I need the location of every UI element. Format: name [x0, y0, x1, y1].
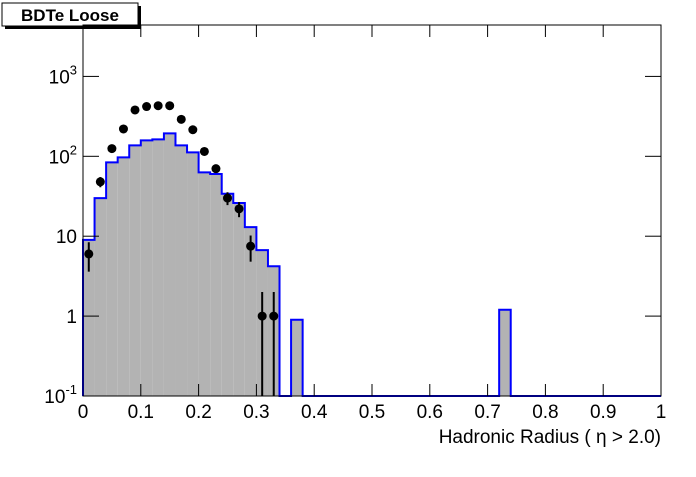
data-point: [165, 101, 175, 111]
y-tick-exponent: -1: [65, 382, 77, 397]
data-point: [199, 146, 209, 156]
histogram-bar: [210, 174, 222, 396]
histogram-bar: [106, 162, 118, 396]
data-point: [246, 241, 256, 251]
chart-title: BDTe Loose: [21, 6, 119, 25]
y-tick-label: 10: [56, 227, 77, 248]
data-point: [84, 249, 94, 259]
data-point: [188, 125, 198, 135]
histogram-bar: [163, 133, 176, 396]
data-point: [107, 144, 117, 154]
x-tick-label: 0.9: [590, 402, 616, 423]
y-tick-base: 10: [44, 387, 65, 408]
y-tick-label: 103: [49, 62, 77, 88]
histogram-bar: [83, 239, 95, 396]
data-point: [153, 101, 163, 111]
histogram-bar: [175, 145, 188, 396]
x-tick-label: 0.8: [532, 402, 558, 423]
data-point: [118, 124, 128, 134]
x-tick-label: 0.1: [128, 402, 154, 423]
x-tick-label: 0.7: [474, 402, 500, 423]
x-tick-label: 0.3: [243, 402, 269, 423]
data-point: [142, 102, 152, 112]
data-point: [257, 311, 267, 321]
data-point: [130, 105, 140, 115]
histogram-bar: [499, 309, 511, 396]
data-point: [176, 114, 186, 124]
title-shadow: [138, 6, 141, 28]
histogram-bar: [94, 198, 107, 396]
histogram-bar: [117, 157, 130, 396]
y-tick-exponent: 3: [70, 62, 77, 77]
data-point: [223, 193, 232, 203]
data-point: [95, 177, 105, 187]
x-tick-label: 0.2: [185, 402, 211, 423]
data-point: [269, 311, 279, 321]
histogram-bar: [152, 139, 164, 396]
histogram-bar: [221, 193, 234, 396]
histogram-bar: [233, 203, 245, 396]
data-point: [234, 204, 244, 214]
x-tick-label: 0: [78, 402, 89, 423]
y-tick-label: 102: [49, 142, 77, 168]
y-tick-label: 10-1: [44, 382, 77, 408]
histogram-bar: [244, 227, 257, 396]
y-tick-base: 10: [49, 67, 70, 88]
histogram-bar: [291, 319, 303, 396]
x-axis-label: Hadronic Radius ( η > 2.0): [439, 427, 661, 448]
y-tick-label: 1: [66, 307, 77, 328]
data-point: [211, 164, 221, 174]
histogram-bar: [140, 140, 153, 396]
x-tick-label: 0.6: [417, 402, 443, 423]
title-shadow: [5, 26, 141, 29]
histogram-bar: [187, 152, 199, 396]
y-tick-base: 10: [49, 147, 70, 168]
histogram-bar: [198, 172, 211, 396]
x-tick-label: 0.4: [301, 402, 328, 423]
x-tick-label: 0.5: [359, 402, 385, 423]
x-tick-label: 1: [656, 402, 667, 423]
histogram: [83, 133, 511, 396]
histogram-bar: [129, 145, 141, 396]
y-tick-exponent: 2: [70, 142, 77, 157]
